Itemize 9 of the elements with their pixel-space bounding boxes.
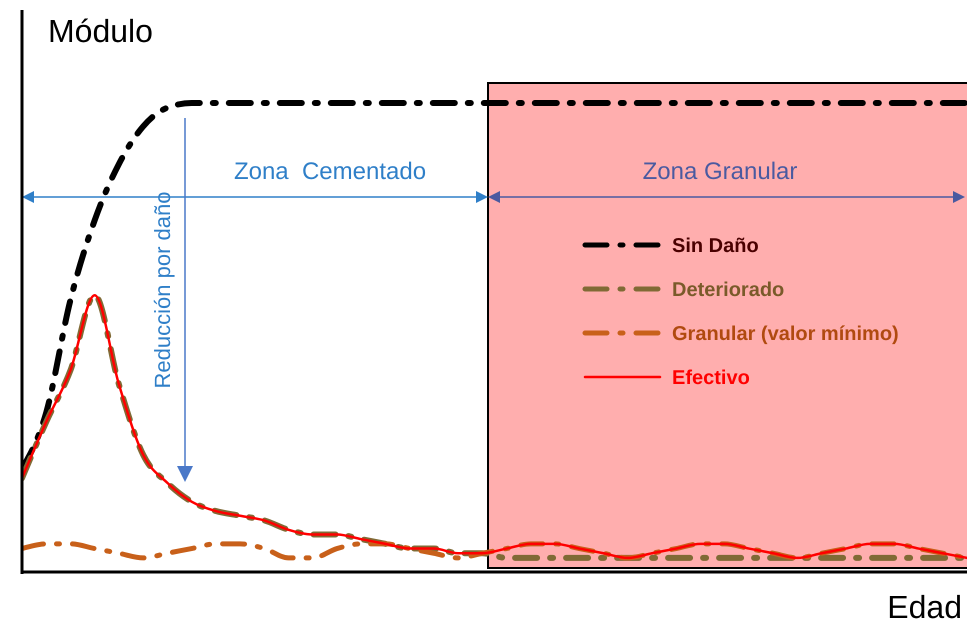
annotation: Zona Cementado — [234, 158, 426, 185]
legend-label: Sin Daño — [672, 235, 759, 257]
legend-label: Deteriorado — [672, 279, 784, 301]
annotation: Zona Granular — [642, 158, 798, 185]
x-axis-title: Edad — [887, 589, 962, 624]
y-axis-title: Módulo — [48, 13, 153, 49]
legend-label: Efectivo — [672, 367, 750, 389]
annotation: Reducción por daño — [150, 192, 175, 388]
legend-label: Granular (valor mínimo) — [672, 323, 899, 345]
